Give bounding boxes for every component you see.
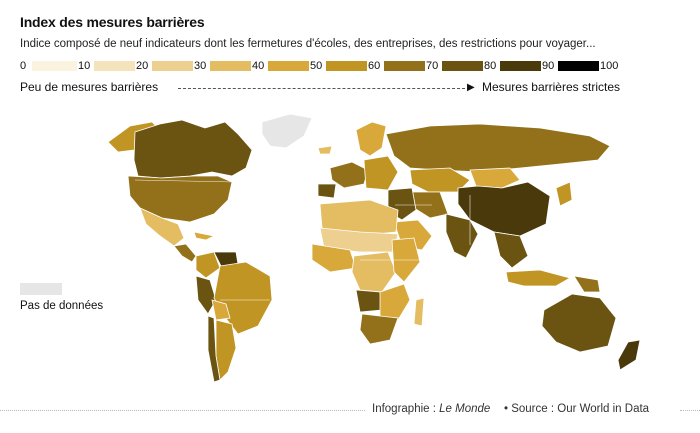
legend-tick-40: 40 [252, 60, 265, 72]
legend-tick-70: 70 [426, 60, 439, 72]
legend-swatch-40 [268, 61, 309, 71]
region-argentina [215, 319, 237, 381]
region-scandinavia [355, 121, 387, 157]
scale-description: Peu de mesures barrières ▶ Mesures barri… [20, 80, 620, 96]
region-australia [541, 293, 617, 353]
region-new-zealand [617, 339, 641, 371]
scale-arrow [178, 88, 470, 89]
region-southern-africa [379, 283, 411, 321]
region-china [457, 181, 551, 237]
no-data-swatch [20, 283, 62, 295]
legend-swatch-60 [384, 61, 425, 71]
footer-divider-end [680, 410, 700, 411]
source: • Source : Our World in Data [504, 403, 650, 415]
map-subtitle: Indice composé de neuf indicateurs dont … [20, 38, 596, 50]
region-spain [317, 183, 337, 199]
region-southeast-asia [493, 231, 529, 269]
legend-tick-80: 80 [484, 60, 497, 72]
credit-prefix: Infographie : [372, 403, 440, 415]
region-central-africa [351, 251, 397, 293]
region-western-europe [329, 161, 369, 189]
region-mexico [139, 207, 185, 247]
color-legend: 0 10 20 30 40 50 60 70 80 90 100 [20, 58, 618, 74]
region-peru [195, 275, 217, 315]
legend-swatch-10 [94, 61, 135, 71]
region-colombia [195, 251, 221, 279]
arrow-head-icon: ▶ [467, 82, 475, 93]
region-canada [133, 119, 253, 179]
no-data-label: Pas de données [20, 300, 104, 312]
legend-tick-90: 90 [542, 60, 555, 72]
map-title: Index des mesures barrières [20, 14, 205, 30]
region-papua-new-guinea [573, 275, 601, 293]
region-united-states [127, 175, 233, 223]
scale-high-label: Mesures barrières strictes [481, 80, 620, 94]
credit: Infographie : Le Monde [372, 403, 490, 415]
region-mongolia [469, 167, 521, 189]
scale-low-label: Peu de mesures barrières [20, 80, 159, 94]
region-russia [385, 123, 611, 173]
legend-swatch-50 [326, 61, 367, 71]
region-central-america [173, 243, 197, 263]
legend-tick-20: 20 [136, 60, 149, 72]
region-bolivia [211, 299, 231, 321]
region-angola [355, 289, 383, 313]
footer-divider [0, 410, 365, 411]
legend-swatch-30 [210, 61, 251, 71]
legend-tick-60: 60 [368, 60, 381, 72]
legend-tick-10: 10 [78, 60, 91, 72]
legend-tick-30: 30 [194, 60, 207, 72]
region-south-africa [359, 313, 399, 345]
region-chile [207, 315, 221, 383]
region-greenland [261, 113, 313, 149]
legend-swatch-70 [442, 61, 483, 71]
region-eastern-europe [363, 155, 399, 191]
region-iceland [317, 145, 333, 155]
credit-magazine: Le Monde [439, 403, 491, 415]
legend-swatch-80 [500, 61, 541, 71]
region-madagascar [413, 297, 425, 327]
legend-swatch-0 [32, 61, 77, 71]
legend-tick-0: 0 [20, 60, 27, 72]
legend-tick-100: 100 [600, 60, 619, 72]
region-indonesia [505, 269, 572, 287]
region-cuba [193, 231, 216, 241]
region-japan [555, 181, 573, 207]
region-west-africa [311, 243, 357, 273]
legend-tick-50: 50 [310, 60, 323, 72]
legend-swatch-20 [152, 61, 193, 71]
legend-swatch-90 [558, 61, 599, 71]
